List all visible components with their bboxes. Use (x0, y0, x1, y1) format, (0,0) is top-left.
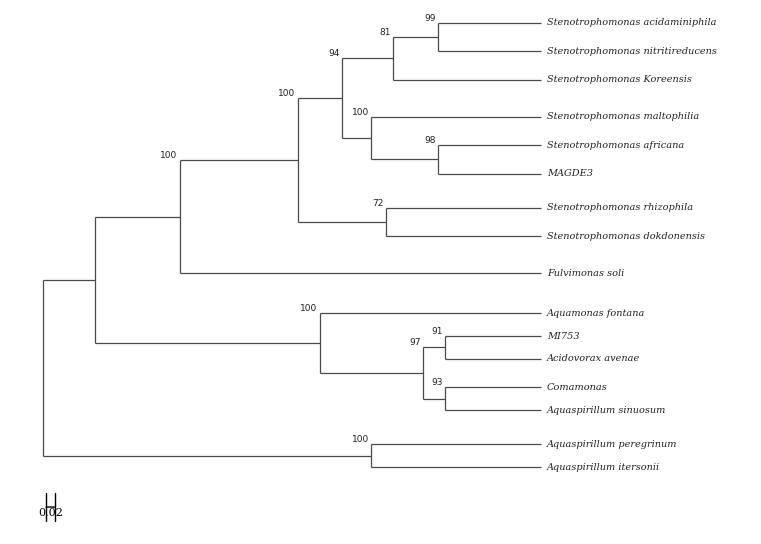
Text: Stenotrophomonas dokdonensis: Stenotrophomonas dokdonensis (546, 232, 705, 241)
Text: Aquaspirillum itersonii: Aquaspirillum itersonii (546, 462, 660, 472)
Text: Aquaspirillum sinuosum: Aquaspirillum sinuosum (546, 406, 666, 415)
Text: Fulvimonas soli: Fulvimonas soli (546, 269, 624, 278)
Text: 94: 94 (328, 50, 339, 58)
Text: 93: 93 (431, 379, 443, 387)
Text: 91: 91 (431, 327, 443, 336)
Text: 72: 72 (372, 199, 384, 208)
Text: 0.02: 0.02 (38, 509, 63, 518)
Text: Stenotrophomonas rhizophila: Stenotrophomonas rhizophila (546, 203, 693, 212)
Text: 100: 100 (161, 151, 177, 160)
Text: MAGDE3: MAGDE3 (546, 169, 593, 178)
Text: Comamonas: Comamonas (546, 383, 607, 392)
Text: Acidovorax avenae: Acidovorax avenae (546, 354, 640, 363)
Text: 100: 100 (352, 108, 369, 117)
Text: Stenotrophomonas maltophilia: Stenotrophomonas maltophilia (546, 112, 699, 121)
Text: 97: 97 (409, 338, 421, 348)
Text: 100: 100 (352, 435, 369, 444)
Text: 81: 81 (380, 28, 391, 37)
Text: Stenotrophomonas africana: Stenotrophomonas africana (546, 141, 684, 150)
Text: Stenotrophomonas Koreensis: Stenotrophomonas Koreensis (546, 75, 692, 84)
Text: 98: 98 (424, 136, 435, 145)
Text: MI753: MI753 (546, 332, 579, 341)
Text: 99: 99 (424, 14, 435, 23)
Text: Stenotrophomonas acidaminiphila: Stenotrophomonas acidaminiphila (546, 18, 716, 27)
Text: Aquamonas fontana: Aquamonas fontana (546, 309, 645, 318)
Text: 100: 100 (278, 89, 295, 98)
Text: Stenotrophomonas nitritireducens: Stenotrophomonas nitritireducens (546, 47, 717, 55)
Text: 100: 100 (301, 304, 317, 313)
Text: Aquaspirillum peregrinum: Aquaspirillum peregrinum (546, 440, 677, 449)
